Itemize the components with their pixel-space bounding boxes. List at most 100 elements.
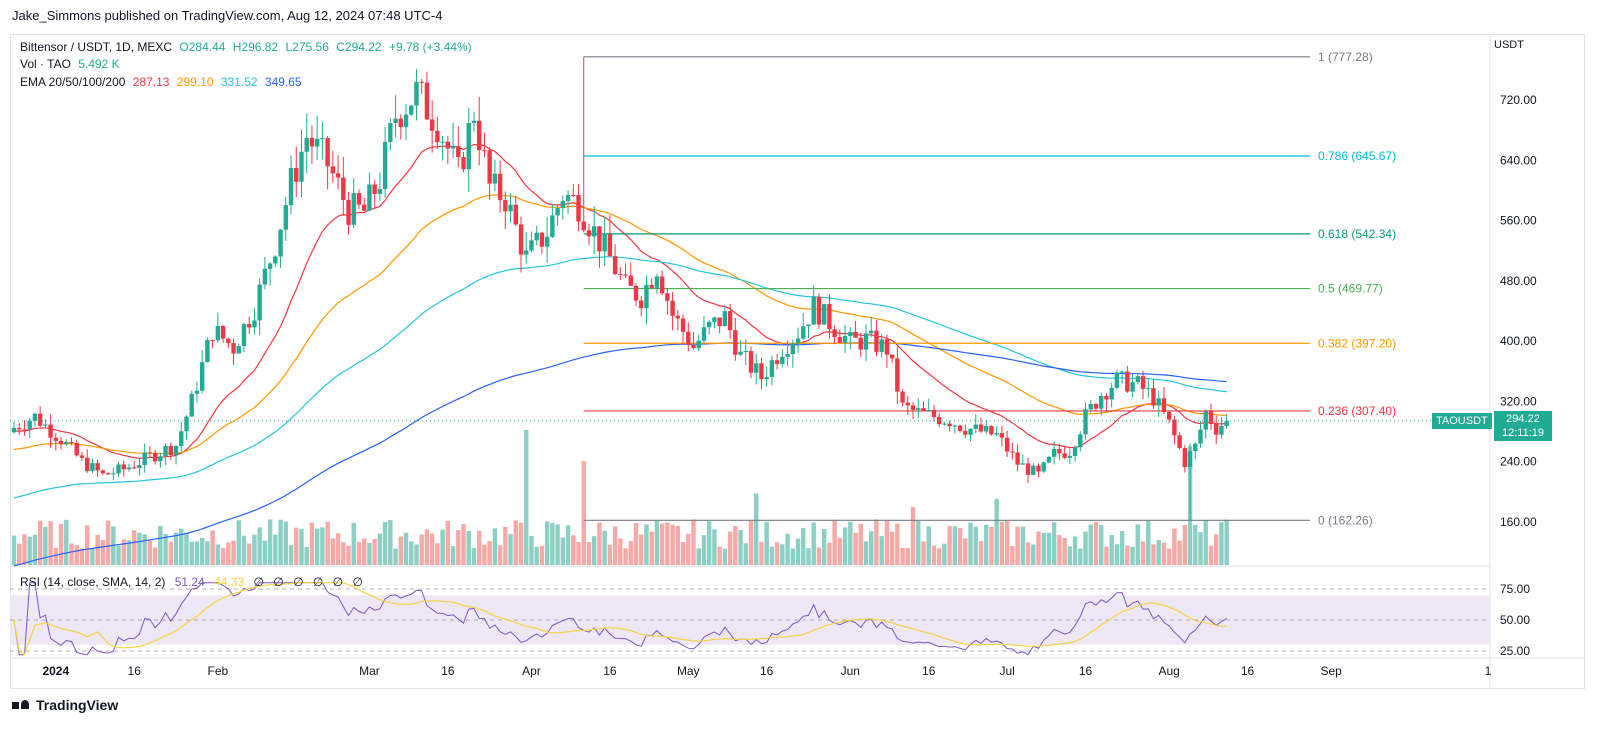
ohlc-change: +9.78 (+3.44%) bbox=[388, 40, 472, 54]
volume-bar bbox=[388, 520, 393, 565]
candle-body bbox=[11, 427, 17, 433]
volume-bar bbox=[607, 544, 613, 565]
time-tick-label: Mar bbox=[359, 664, 380, 678]
candle-body bbox=[1114, 372, 1120, 388]
volume-bar bbox=[466, 530, 471, 565]
volume-bar bbox=[874, 519, 879, 565]
candle-body bbox=[105, 473, 111, 475]
volume-bar bbox=[743, 543, 748, 565]
volume-bar bbox=[294, 527, 299, 565]
candle-body bbox=[1093, 404, 1099, 409]
candle-body bbox=[1135, 376, 1140, 383]
volume-bar bbox=[48, 521, 53, 565]
price-tick-label: 160.00 bbox=[1500, 515, 1537, 529]
candle-body bbox=[560, 201, 566, 209]
volume-bar bbox=[560, 537, 566, 565]
ema-20-value: 287.13 bbox=[132, 75, 170, 89]
volume-bar bbox=[821, 528, 827, 565]
last-price-box: 294.22 12:11:19 bbox=[1494, 411, 1552, 441]
candle-body bbox=[440, 141, 445, 143]
volume-bar bbox=[1177, 540, 1182, 565]
candle-body bbox=[325, 138, 330, 167]
candle-body bbox=[189, 393, 194, 417]
volume-bar bbox=[142, 534, 147, 565]
tradingview-brand[interactable]: TradingView bbox=[12, 697, 118, 713]
volume-bar bbox=[827, 542, 832, 565]
volume-bar bbox=[320, 527, 325, 565]
candle-body bbox=[821, 304, 827, 325]
volume-bar bbox=[32, 534, 38, 565]
candle-body bbox=[706, 321, 712, 328]
volume-bar bbox=[1166, 548, 1172, 565]
candle-body bbox=[1062, 453, 1067, 458]
volume-bar bbox=[555, 524, 560, 565]
candle-body bbox=[696, 340, 701, 349]
candle-body bbox=[247, 324, 252, 328]
volume-bar bbox=[936, 548, 942, 565]
volume-bar bbox=[738, 529, 743, 565]
rsi-empty-3: ∅ bbox=[293, 575, 304, 589]
candle-body bbox=[712, 317, 717, 322]
candle-body bbox=[889, 354, 895, 359]
volume-bar bbox=[1031, 544, 1036, 565]
volume-bar bbox=[1130, 546, 1135, 565]
chart-frame[interactable] bbox=[10, 34, 1585, 689]
rsi-legend[interactable]: RSI (14, close, SMA, 14, 2) 51.24 44.33 … bbox=[20, 575, 369, 589]
volume-bar bbox=[1161, 542, 1167, 565]
volume-bar bbox=[1104, 546, 1109, 565]
volume-bar bbox=[189, 541, 194, 565]
candle-body bbox=[827, 304, 832, 330]
rsi-line bbox=[13, 582, 1227, 656]
candle-body bbox=[100, 470, 106, 474]
candle-body bbox=[461, 157, 466, 170]
volume-bar bbox=[461, 524, 466, 565]
volume-bar bbox=[675, 526, 681, 565]
volume-bar bbox=[884, 520, 890, 565]
price-tick-label: 240.00 bbox=[1500, 455, 1537, 469]
volume-bar bbox=[837, 537, 843, 565]
volume-bar bbox=[649, 531, 654, 565]
volume-bar bbox=[942, 543, 947, 565]
volume-bar bbox=[137, 532, 142, 565]
volume-bar bbox=[367, 542, 372, 565]
candle-body bbox=[1083, 409, 1088, 435]
volume-bar bbox=[597, 522, 602, 565]
volume-bar bbox=[43, 527, 48, 565]
candle-body bbox=[727, 311, 733, 331]
volume-bar bbox=[492, 528, 498, 565]
candle-body bbox=[173, 446, 179, 456]
volume-bar bbox=[205, 541, 210, 565]
candle-body bbox=[226, 338, 231, 344]
volume-bar bbox=[780, 544, 785, 565]
candle-body bbox=[571, 194, 576, 196]
volume-bar bbox=[571, 535, 576, 565]
candle-body bbox=[1166, 412, 1172, 420]
volume-bar bbox=[816, 547, 822, 565]
symbol-title[interactable]: Bittensor / USDT, 1D, MEXC bbox=[20, 40, 173, 54]
candle-body bbox=[1161, 398, 1167, 413]
candle-body bbox=[252, 320, 257, 328]
candle-body bbox=[205, 339, 210, 363]
volume-legend[interactable]: Vol · TAO 5.492 K bbox=[20, 57, 124, 71]
candle-body bbox=[341, 177, 346, 200]
volume-bar bbox=[989, 526, 994, 565]
volume-bar bbox=[968, 522, 973, 565]
candle-body bbox=[1051, 448, 1057, 457]
symbol-legend[interactable]: Bittensor / USDT, 1D, MEXC O284.44 H296.… bbox=[20, 40, 476, 54]
candle-body bbox=[1004, 437, 1010, 452]
candle-body bbox=[701, 327, 707, 341]
candle-body bbox=[691, 345, 696, 349]
candle-body bbox=[37, 413, 43, 426]
fib-level-label: 0.236 (307.40) bbox=[1318, 404, 1396, 418]
candle-body bbox=[1078, 434, 1083, 448]
volume-bar bbox=[398, 536, 403, 565]
volume-bar bbox=[1093, 521, 1099, 565]
candle-body bbox=[947, 423, 952, 427]
volume-bar bbox=[90, 548, 95, 565]
volume-bar bbox=[487, 541, 492, 565]
ema-200-line bbox=[13, 342, 1227, 567]
ema-legend[interactable]: EMA 20/50/100/200 287.13 299.10 331.52 3… bbox=[20, 75, 306, 89]
volume-bar bbox=[581, 461, 586, 565]
currency-label[interactable]: USDT bbox=[1494, 39, 1524, 51]
